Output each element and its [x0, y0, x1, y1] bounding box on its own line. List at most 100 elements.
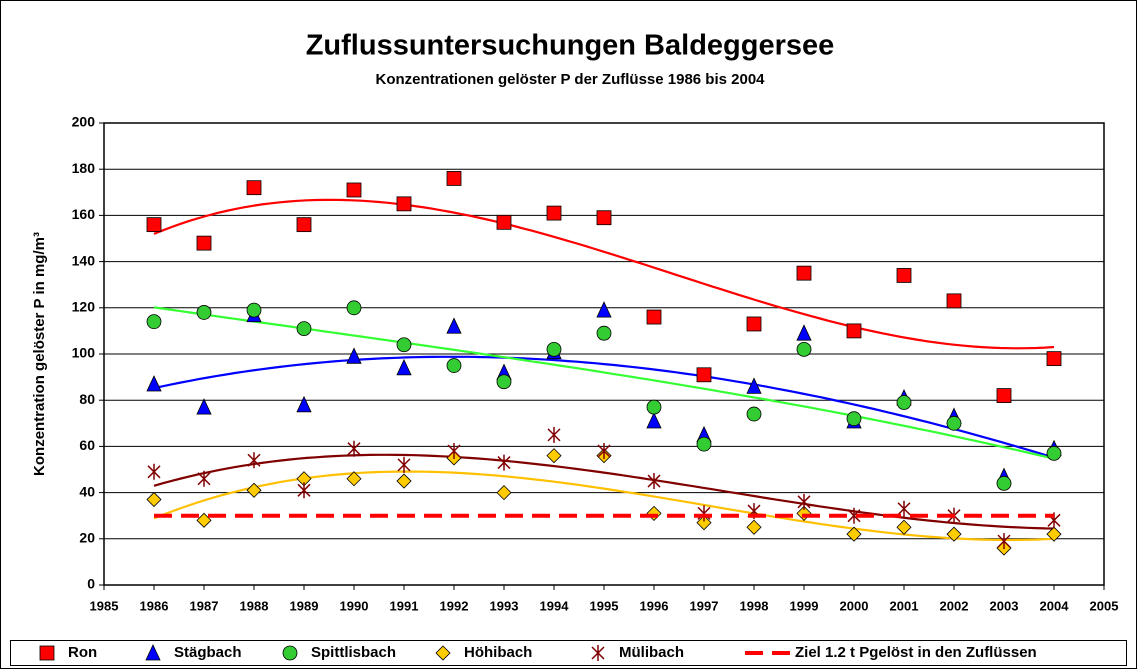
marker-triangle	[746, 377, 762, 394]
x-tick-label: 1986	[140, 598, 169, 613]
legend-label: Spittlisbach	[311, 644, 396, 661]
marker-diamond	[746, 519, 762, 535]
marker-circle	[346, 300, 362, 316]
marker-circle	[996, 475, 1012, 491]
marker-star	[347, 440, 361, 457]
marker-circle	[796, 341, 812, 357]
marker-diamond	[146, 491, 162, 508]
legend-label: Ziel 1.2 t Pgelöst in den Zuflüssen	[795, 644, 1037, 661]
marker-circle	[646, 399, 662, 415]
marker-square	[496, 214, 512, 230]
marker-square	[946, 293, 962, 309]
marker-square	[796, 265, 812, 281]
x-tick-label: 1992	[440, 598, 469, 613]
x-tick-label: 1996	[640, 598, 669, 613]
marker-diamond	[946, 526, 962, 542]
marker-diamond	[896, 519, 912, 535]
legend-swatch	[39, 645, 55, 661]
marker-star	[447, 443, 461, 460]
marker-square	[246, 180, 262, 196]
marker-circle	[446, 358, 462, 373]
marker-star	[547, 426, 561, 443]
marker-diamond	[546, 448, 562, 464]
marker-diamond	[696, 515, 712, 531]
marker-triangle	[646, 412, 662, 429]
marker-circle	[596, 325, 612, 341]
marker-circle	[146, 314, 162, 330]
marker-square	[346, 182, 362, 198]
marker-circle	[746, 406, 762, 422]
series-star	[147, 426, 1061, 550]
y-tick-label: 80	[79, 391, 95, 407]
x-tick-label: 1994	[540, 598, 570, 613]
marker-square	[446, 171, 462, 186]
series-diamond	[146, 448, 1062, 556]
x-tick-label: 2000	[840, 598, 869, 613]
legend-label: Höhibach	[464, 644, 532, 661]
legend-swatch	[145, 644, 161, 661]
marker-square	[746, 316, 762, 332]
marker-star	[997, 533, 1011, 550]
marker-star	[597, 443, 611, 460]
marker-square	[596, 210, 612, 226]
marker-circle	[946, 415, 962, 431]
marker-circle	[496, 374, 512, 390]
legend-label: Stägbach	[174, 644, 242, 661]
x-tick-label: 1998	[740, 598, 769, 613]
marker-triangle	[446, 317, 462, 334]
legend-label: Mülibach	[619, 644, 684, 661]
marker-star	[647, 473, 661, 490]
chart-subtitle: Konzentrationen gelöster P der Zuflüsse …	[375, 71, 765, 88]
marker-circle	[846, 411, 862, 427]
legend-box	[10, 640, 1127, 666]
marker-square	[896, 268, 912, 283]
marker-square	[646, 309, 662, 325]
x-tick-label: 2002	[940, 598, 969, 613]
marker-star	[797, 493, 811, 510]
marker-diamond	[246, 482, 262, 498]
x-tick-label: 2003	[990, 598, 1019, 613]
x-tick-label: 1999	[790, 598, 819, 613]
plot-border	[103, 122, 1105, 586]
marker-diamond	[1046, 526, 1062, 542]
x-tick-label: 1988	[240, 598, 269, 613]
marker-triangle	[296, 395, 312, 413]
marker-star	[897, 500, 911, 517]
y-tick-label: 60	[79, 437, 95, 453]
trend-line	[153, 355, 1055, 459]
marker-diamond	[396, 473, 412, 489]
marker-triangle	[596, 301, 612, 318]
marker-star	[247, 452, 261, 469]
marker-star	[397, 456, 411, 473]
legend-swatch	[591, 645, 605, 661]
x-tick-label: 1997	[690, 598, 719, 613]
marker-square	[696, 367, 712, 383]
marker-circle	[296, 321, 312, 336]
x-tick-label: 1985	[90, 598, 119, 613]
marker-square	[296, 217, 312, 233]
y-axis-label: Konzentration gelöster P in mg/m³	[31, 232, 48, 476]
y-tick-label: 0	[87, 576, 95, 592]
y-tick-label: 20	[79, 530, 95, 546]
trend-line	[153, 453, 1055, 530]
y-tick-label: 120	[72, 299, 96, 315]
marker-circle	[396, 337, 412, 353]
y-tick-label: 200	[72, 114, 96, 130]
y-tick-label: 140	[72, 252, 96, 268]
trend-line	[153, 198, 1055, 350]
marker-circle	[896, 395, 912, 410]
marker-circle	[196, 305, 212, 320]
marker-square	[996, 388, 1012, 403]
y-tick-label: 160	[72, 206, 96, 222]
marker-triangle	[346, 347, 362, 364]
y-tick-label: 100	[72, 345, 96, 361]
marker-diamond	[346, 471, 362, 487]
x-tick-label: 1991	[390, 598, 419, 613]
legend-label: Ron	[68, 644, 97, 661]
y-tick-label: 40	[79, 483, 95, 499]
marker-square	[396, 196, 412, 212]
marker-star	[497, 454, 511, 471]
marker-diamond	[196, 512, 212, 528]
legend-swatch	[282, 645, 298, 661]
